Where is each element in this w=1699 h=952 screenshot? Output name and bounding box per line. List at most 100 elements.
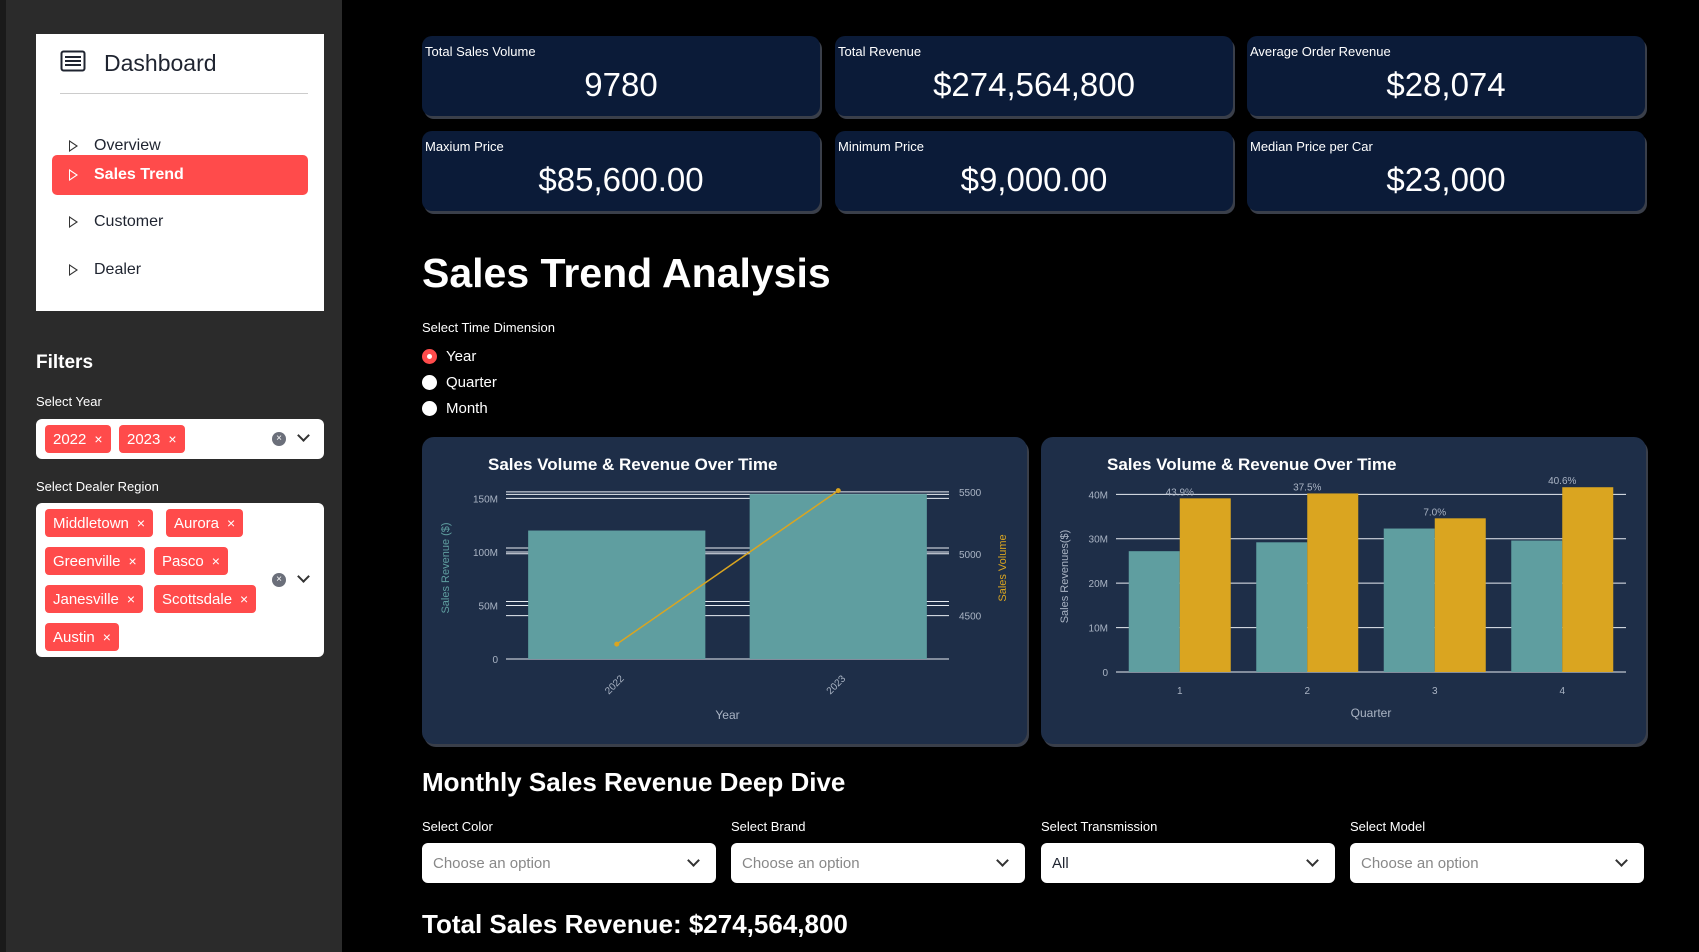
y-tick-label: 0	[1102, 668, 1108, 679]
x-tick-label: 1	[1177, 686, 1183, 697]
year-tag[interactable]: 2022 ×	[45, 425, 111, 453]
select-brand[interactable]: Choose an option	[731, 843, 1025, 883]
nav-item-dealer[interactable]: Dealer	[52, 250, 308, 290]
deep-dive-heading: Monthly Sales Revenue Deep Dive	[422, 767, 846, 797]
series-1-bar	[1256, 542, 1308, 672]
chevron-down-icon[interactable]	[297, 570, 310, 583]
region-tag[interactable]: Pasco ×	[154, 547, 228, 575]
y-tick-label: 100M	[473, 548, 498, 559]
chevron-down-icon	[687, 854, 700, 867]
nav-item-label: Customer	[94, 213, 164, 230]
revenue-bar	[749, 494, 927, 659]
region-tag[interactable]: Middletown ×	[45, 509, 154, 537]
page-title: Sales Trend Analysis	[422, 250, 831, 296]
select-color[interactable]: Choose an option	[422, 843, 716, 883]
region-tag[interactable]: Scottsdale ×	[154, 585, 257, 613]
y-axis-label: Sales Revenue ($)	[440, 522, 452, 613]
region-tag-label: Aurora	[174, 514, 220, 532]
chevron-down-icon	[1306, 854, 1319, 867]
y2-tick-label: 4500	[959, 612, 982, 623]
y-tick-label: 30M	[1089, 535, 1108, 546]
year-tag[interactable]: 2023 ×	[119, 425, 185, 453]
volume-point	[614, 641, 620, 647]
kpi-label: Median Price per Car	[1250, 139, 1373, 154]
select-model[interactable]: Choose an option	[1350, 843, 1644, 883]
radio-year[interactable]: Year	[422, 348, 476, 365]
remove-tag-icon[interactable]: ×	[240, 591, 249, 607]
radio-quarter[interactable]: Quarter	[422, 374, 497, 391]
select-model-label: Select Model	[1350, 819, 1426, 834]
quarterly-chart: Sales Volume & Revenue Over Time 0 10M 20M 3…	[1059, 455, 1626, 720]
select-value: Choose an option	[433, 854, 551, 872]
data-label: 43.9%	[1166, 487, 1194, 498]
y-tick-label: 0	[492, 655, 498, 666]
remove-tag-icon[interactable]: ×	[136, 515, 146, 531]
remove-tag-icon[interactable]: ×	[94, 431, 103, 447]
region-tag-label: Middletown	[53, 514, 129, 532]
clear-all-icon[interactable]: ×	[272, 432, 286, 446]
region-tag-label: Pasco	[162, 552, 204, 570]
kpi-median-price: Median Price per Car $23,000	[1247, 131, 1645, 211]
x-tick-label: 2	[1304, 686, 1310, 697]
kpi-label: Total Revenue	[838, 44, 922, 59]
radio-label: Quarter	[446, 374, 497, 391]
nav-item-overview[interactable]: Overview	[52, 126, 308, 166]
remove-tag-icon[interactable]: ×	[168, 431, 177, 447]
select-value: Choose an option	[1361, 854, 1479, 872]
region-tag[interactable]: Greenville ×	[45, 547, 145, 575]
play-icon	[69, 140, 78, 152]
series-2-bar	[1179, 498, 1231, 672]
select-year-label: Select Year	[36, 394, 102, 409]
remove-tag-icon[interactable]: ×	[227, 515, 236, 531]
nav-menu: Dashboard Overview Sales Trend Customer …	[36, 34, 324, 311]
nav-item-sales-trend[interactable]: Sales Trend	[52, 155, 308, 195]
year-multiselect[interactable]: 2022 × 2023 × ×	[36, 419, 324, 459]
region-tag-label: Scottsdale	[162, 590, 233, 608]
region-multiselect[interactable]: Middletown × Aurora × Greenville × Pasco × J…	[36, 503, 324, 657]
filters-heading: Filters	[36, 352, 94, 373]
y-tick-label: 40M	[1089, 490, 1108, 501]
radio-unselected-icon	[422, 375, 437, 390]
year-tag-label: 2023	[127, 430, 161, 448]
series-2-bar	[1562, 487, 1614, 672]
remove-tag-icon[interactable]: ×	[211, 553, 220, 569]
nav-item-label: Sales Trend	[94, 166, 184, 183]
select-value: Choose an option	[742, 854, 860, 872]
remove-tag-icon[interactable]: ×	[126, 591, 136, 607]
chevron-down-icon	[1615, 854, 1628, 867]
chevron-down-icon[interactable]	[297, 429, 310, 442]
region-tag[interactable]: Austin ×	[45, 623, 119, 651]
nav-item-customer[interactable]: Customer	[52, 202, 308, 242]
clear-all-icon[interactable]: ×	[272, 573, 286, 587]
volume-line	[616, 490, 839, 645]
yearly-chart: Sales Volume & Revenue Over Time 0 50M 100M…	[440, 455, 1009, 722]
chart-title: Sales Volume & Revenue Over Time	[1107, 455, 1396, 474]
kpi-value: 9780	[584, 66, 658, 103]
y2-tick-label: 5500	[959, 488, 982, 499]
remove-tag-icon[interactable]: ×	[102, 629, 111, 645]
x-axis-label: Year	[715, 708, 739, 722]
data-label: 7.0%	[1423, 507, 1446, 518]
y-tick-label: 20M	[1089, 579, 1108, 590]
region-tag[interactable]: Aurora ×	[166, 509, 244, 537]
select-transmission-label: Select Transmission	[1041, 819, 1158, 834]
remove-tag-icon[interactable]: ×	[128, 553, 137, 569]
revenue-bar	[528, 530, 706, 659]
y-tick-label: 150M	[473, 494, 498, 505]
data-label: 37.5%	[1293, 482, 1321, 493]
region-tag[interactable]: Janesville ×	[45, 585, 144, 613]
y2-tick-label: 5000	[959, 550, 982, 561]
kpi-label: Average Order Revenue	[1250, 44, 1391, 59]
radio-selected-icon	[422, 349, 437, 364]
kpi-label: Total Sales Volume	[425, 44, 536, 59]
x-tick-label: 4	[1559, 686, 1565, 697]
kpi-label: Maxium Price	[425, 139, 504, 154]
region-tag-label: Austin	[53, 628, 95, 646]
x-tick-label: 2022	[603, 673, 627, 697]
kpi-value: $85,600.00	[538, 161, 704, 198]
radio-month[interactable]: Month	[422, 400, 488, 417]
chevron-down-icon	[996, 854, 1009, 867]
select-transmission[interactable]: All	[1041, 843, 1335, 883]
chart-title: Sales Volume & Revenue Over Time	[488, 455, 777, 474]
